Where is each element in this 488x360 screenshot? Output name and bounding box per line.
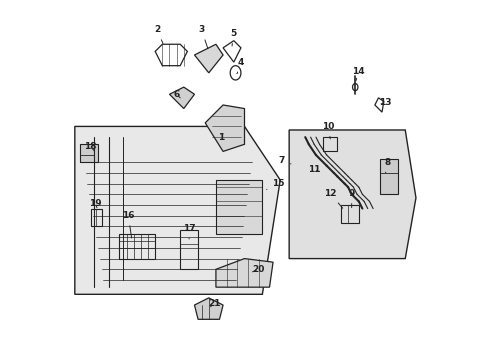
Text: 8: 8 [384, 158, 390, 173]
Text: 4: 4 [237, 58, 244, 73]
Polygon shape [216, 180, 262, 234]
Text: 11: 11 [307, 165, 320, 174]
Text: 10: 10 [322, 122, 334, 139]
Polygon shape [194, 298, 223, 319]
Text: 2: 2 [154, 26, 163, 44]
Polygon shape [216, 258, 272, 287]
Text: 15: 15 [266, 179, 284, 189]
Text: 17: 17 [183, 224, 195, 239]
Text: 3: 3 [198, 26, 207, 49]
Polygon shape [75, 126, 280, 294]
Text: 5: 5 [230, 29, 236, 46]
Polygon shape [288, 130, 415, 258]
Text: 1: 1 [218, 132, 224, 141]
Text: 14: 14 [352, 67, 365, 81]
Polygon shape [169, 87, 194, 109]
Text: 6: 6 [173, 90, 180, 99]
Polygon shape [205, 105, 244, 152]
Text: 16: 16 [122, 211, 134, 238]
Text: 19: 19 [89, 199, 102, 208]
Text: 21: 21 [207, 299, 220, 308]
Text: 12: 12 [324, 189, 342, 208]
Polygon shape [380, 158, 397, 194]
Text: 7: 7 [278, 156, 290, 165]
Text: 18: 18 [84, 141, 96, 151]
Polygon shape [194, 44, 223, 73]
Text: 13: 13 [379, 98, 391, 107]
Text: 20: 20 [252, 265, 264, 274]
Polygon shape [80, 144, 98, 162]
Text: 9: 9 [348, 189, 354, 208]
